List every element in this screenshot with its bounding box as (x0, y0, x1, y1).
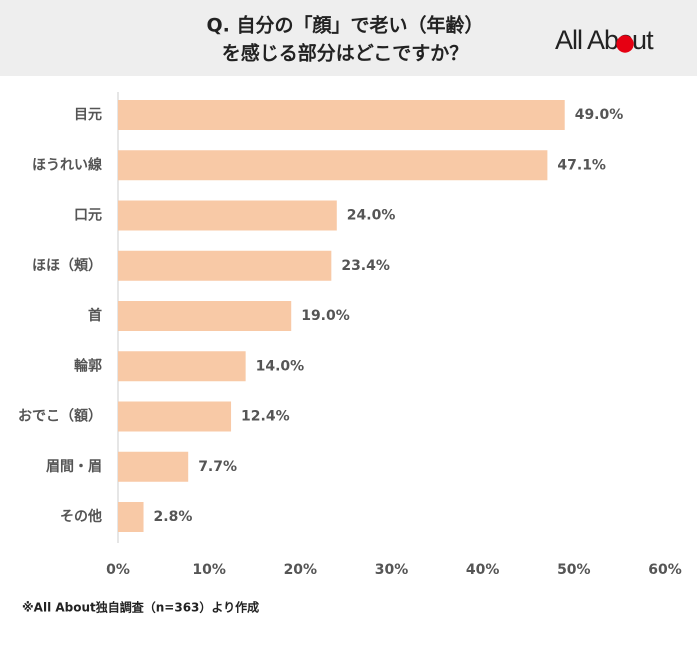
y-tick-label: 輪郭 (74, 357, 102, 374)
bar (118, 250, 332, 281)
value-label: 14.0% (256, 358, 305, 374)
bar (118, 100, 565, 130)
x-tick-label: 30% (375, 562, 409, 578)
header-band (0, 0, 697, 76)
y-tick-label: その他 (60, 508, 102, 525)
value-label: 2.8% (154, 509, 193, 525)
chart-title: を感じる部分はどこですか？ (222, 42, 468, 65)
x-tick-label: 50% (557, 562, 591, 578)
chart-title: Q. 自分の「顔」で老い（年齢） (207, 14, 484, 37)
y-tick-label: ほうれい線 (32, 156, 102, 173)
bar (118, 150, 548, 181)
value-label: 23.4% (341, 258, 390, 274)
x-tick-label: 60% (648, 562, 682, 578)
y-tick-label: 目元 (74, 107, 102, 123)
value-label: 24.0% (347, 208, 396, 224)
x-tick-label: 20% (284, 562, 318, 578)
value-label: 19.0% (301, 308, 350, 324)
bar (118, 451, 189, 482)
bar (118, 200, 337, 231)
value-label: 12.4% (241, 409, 290, 425)
y-tick-label: 眉間・眉 (46, 459, 102, 475)
x-tick-label: 0% (106, 562, 130, 578)
logo-dot (616, 35, 634, 53)
footnote: ※All About独自調査（n=363）より作成 (22, 600, 259, 615)
value-label: 47.1% (557, 157, 606, 173)
x-tick-label: 40% (466, 562, 500, 578)
y-tick-label: おでこ（額） (18, 408, 102, 425)
value-label: 49.0% (575, 107, 624, 123)
y-tick-label: 首 (88, 307, 102, 324)
bar (118, 351, 246, 382)
bar (118, 502, 144, 532)
x-tick-label: 10% (192, 562, 226, 578)
y-tick-label: 口元 (74, 208, 102, 224)
logo: All About (555, 25, 654, 55)
bar (118, 301, 292, 331)
y-tick-label: ほほ（頬） (32, 257, 102, 274)
bar (118, 401, 232, 432)
value-label: 7.7% (198, 459, 237, 475)
